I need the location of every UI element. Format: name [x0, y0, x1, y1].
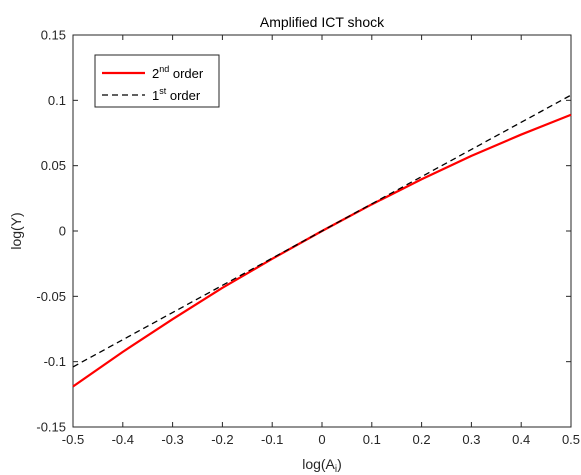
y-tick-label: 0.1: [48, 93, 66, 108]
y-tick-label: -0.1: [44, 354, 66, 369]
x-axis-title: log(Ai): [302, 456, 342, 475]
x-tick-label: 0.1: [363, 432, 381, 447]
x-tick-label: -0.2: [211, 432, 233, 447]
y-tick-label: 0.05: [41, 158, 66, 173]
x-tick-label: -0.1: [261, 432, 283, 447]
x-tick-label: -0.4: [112, 432, 134, 447]
y-ticks: -0.15 -0.1 -0.05 0 0.05 0.1 0.15: [36, 28, 571, 435]
x-tick-label: 0: [318, 432, 325, 447]
legend-label-1st-order: 1st order: [152, 86, 201, 103]
series-line-1: [72, 94, 572, 368]
x-tick-label: 0.2: [413, 432, 431, 447]
y-tick-label: 0.15: [41, 28, 66, 43]
x-tick-label: -0.3: [161, 432, 183, 447]
x-tick-label: -0.5: [62, 432, 84, 447]
y-tick-label: 0: [59, 224, 66, 239]
y-axis-title: log(Y): [8, 212, 24, 249]
legend-label-2nd-order: 2nd order: [152, 64, 204, 81]
x-ticks: -0.5 -0.4 -0.3 -0.2 -0.1 0 0.1 0.2 0.3 0.4 0.5: [62, 35, 580, 447]
x-tick-label: 0.5: [562, 432, 580, 447]
x-tick-label: 0.3: [462, 432, 480, 447]
y-tick-label: -0.05: [36, 289, 66, 304]
chart-title: Amplified ICT shock: [260, 14, 385, 30]
legend: 2nd order 1st order: [94, 54, 220, 108]
series-layer: [72, 94, 572, 388]
y-tick-label: -0.15: [36, 420, 66, 435]
legend-box: [94, 54, 220, 108]
x-tick-label: 0.4: [512, 432, 530, 447]
